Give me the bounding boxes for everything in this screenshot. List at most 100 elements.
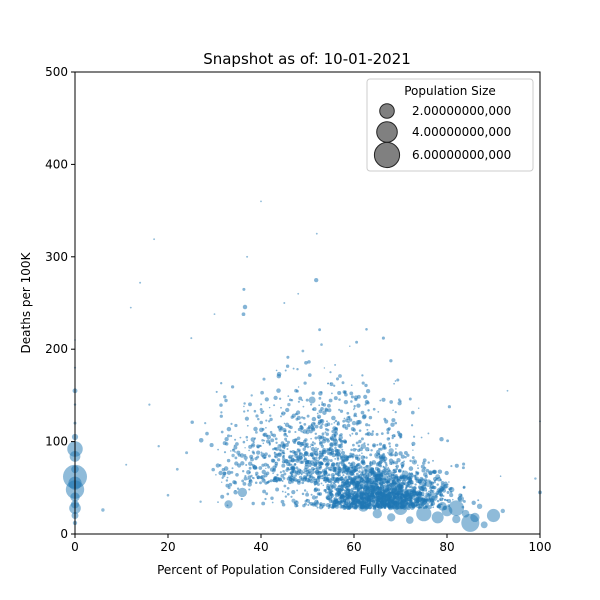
data-point [246, 409, 249, 412]
data-point [422, 495, 425, 497]
data-point [409, 475, 413, 480]
data-point [400, 454, 405, 459]
data-point [306, 491, 308, 493]
data-point [273, 476, 277, 481]
data-point [205, 431, 209, 436]
data-point [215, 474, 217, 476]
data-point [343, 500, 349, 506]
data-point [449, 486, 455, 493]
data-point [364, 497, 369, 502]
data-point [304, 499, 308, 503]
data-point [403, 476, 408, 482]
data-point [406, 516, 414, 524]
data-point [432, 469, 436, 474]
data-point [310, 443, 314, 447]
data-point [322, 484, 325, 487]
data-point [284, 437, 288, 441]
data-point [381, 397, 386, 402]
data-point [317, 456, 321, 460]
data-point [534, 477, 537, 480]
data-point [311, 478, 313, 481]
data-point [360, 437, 364, 441]
data-point [298, 396, 303, 401]
data-point [272, 472, 274, 475]
data-point [329, 443, 334, 448]
data-point [272, 448, 275, 451]
data-point [280, 499, 285, 504]
data-point [209, 443, 214, 448]
data-point [233, 480, 238, 485]
data-point [394, 380, 397, 382]
data-point [243, 455, 248, 460]
data-point [261, 469, 267, 475]
data-point [243, 402, 246, 405]
data-point [324, 489, 327, 492]
data-point [276, 388, 281, 393]
data-point [353, 408, 355, 411]
data-point [265, 492, 269, 496]
data-point [281, 463, 286, 468]
data-point [349, 496, 353, 500]
data-point [314, 448, 318, 453]
data-point [265, 426, 267, 429]
data-point [388, 437, 390, 440]
data-point [287, 440, 290, 444]
data-point [352, 443, 355, 447]
data-point [317, 488, 321, 492]
data-point [237, 487, 248, 498]
data-point [284, 369, 287, 372]
data-point [476, 503, 483, 509]
data-point [378, 442, 383, 446]
data-point [322, 457, 326, 461]
data-point [360, 455, 366, 460]
x-tick-label: 40 [253, 540, 268, 554]
data-point [318, 391, 323, 396]
data-point [429, 491, 432, 494]
data-point [376, 443, 379, 446]
data-point [358, 429, 362, 432]
data-point [348, 455, 352, 458]
data-point [354, 464, 358, 468]
data-point [251, 464, 253, 466]
data-point [411, 444, 414, 446]
data-point [309, 445, 312, 448]
data-point [234, 423, 238, 428]
y-tick-label: 500 [45, 65, 68, 79]
y-axis: 0 100 200 300 400 500 [45, 65, 75, 541]
data-point [185, 451, 189, 455]
data-point [276, 477, 281, 482]
data-point [462, 485, 466, 489]
data-point [263, 456, 266, 459]
data-point [268, 406, 271, 409]
data-point [310, 446, 316, 452]
data-point [301, 349, 305, 353]
data-point [292, 367, 295, 370]
data-point [417, 407, 420, 409]
data-point [423, 472, 428, 477]
data-point [391, 418, 396, 423]
data-point [383, 417, 387, 421]
data-point [175, 467, 179, 471]
data-point [375, 462, 380, 467]
data-point [350, 395, 354, 399]
data-point [337, 390, 342, 396]
data-point [307, 468, 312, 473]
data-point [265, 434, 269, 438]
data-point [338, 497, 341, 500]
data-point [281, 480, 284, 482]
data-point [236, 487, 240, 490]
data-point [273, 451, 276, 454]
data-point [392, 409, 394, 412]
data-point [355, 415, 358, 418]
data-point [442, 484, 447, 489]
data-point [397, 490, 401, 495]
data-point [282, 427, 287, 433]
data-point [437, 469, 443, 474]
data-point [327, 452, 330, 455]
data-point [304, 502, 307, 506]
data-point [446, 439, 450, 443]
data-point [460, 493, 463, 497]
data-point [234, 438, 237, 441]
data-point [276, 458, 281, 462]
